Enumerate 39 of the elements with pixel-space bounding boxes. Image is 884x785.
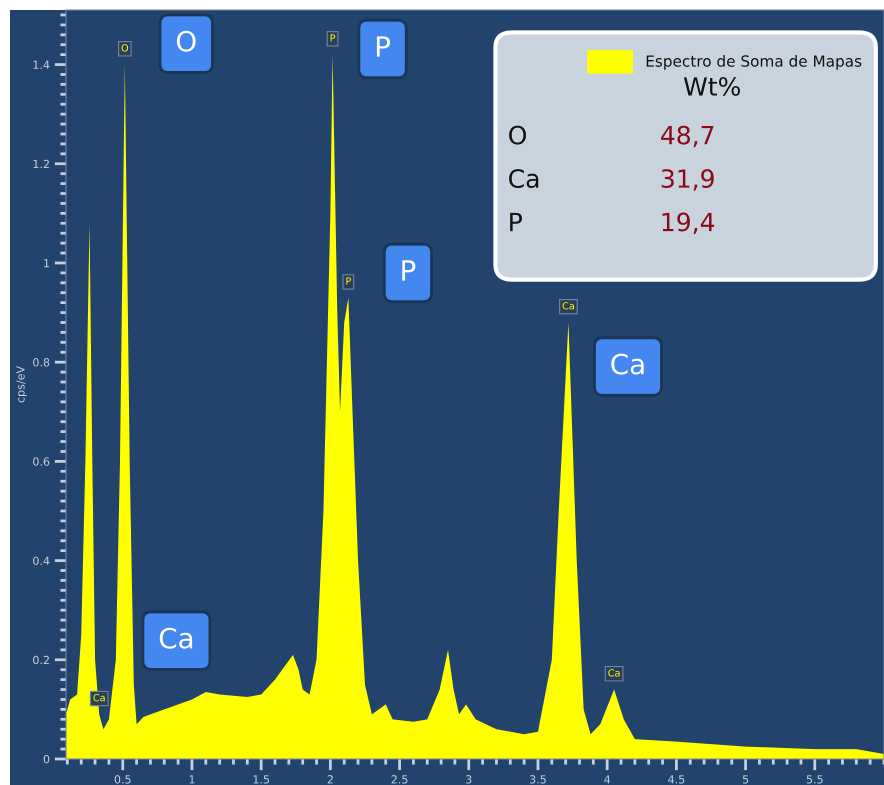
- x-tick-label: 2: [328, 775, 333, 784]
- x-tick-label: 3: [466, 775, 472, 784]
- x-tick-label: 3.5: [530, 775, 546, 784]
- annotation: P: [330, 34, 336, 42]
- x-tick-label: 2.5: [392, 775, 408, 784]
- annotation: O: [509, 126, 526, 145]
- annotation: Ca: [93, 694, 105, 702]
- y-tick-label: 1.2: [34, 160, 49, 168]
- annotation: P: [402, 260, 416, 281]
- x-tick-label: 1.5: [254, 775, 270, 784]
- x-tick-label: 0.5: [114, 775, 131, 784]
- annotation: 48,7: [661, 126, 714, 148]
- y-axis-title: cps/eV: [16, 366, 27, 402]
- annotation: P: [346, 277, 351, 285]
- y-tick-label: 0.6: [33, 457, 50, 466]
- annotation: O: [122, 44, 128, 52]
- y-tick-label: 0.8: [33, 358, 50, 367]
- annotation: 19,4: [662, 212, 714, 234]
- annotation: O: [176, 30, 196, 52]
- annotation: P: [510, 212, 522, 232]
- y-tick-label: 1.4: [34, 60, 50, 69]
- x-tick-label: 5: [742, 775, 748, 784]
- annotation: Ca: [608, 669, 620, 677]
- annotation: Ca: [562, 302, 574, 310]
- x-tick-label: 1: [190, 775, 194, 784]
- annotation: Ca: [509, 169, 538, 188]
- annotation: Ca: [611, 354, 644, 375]
- y-tick-label: 0.4: [33, 556, 50, 565]
- y-tick-label: 0: [44, 754, 50, 764]
- annotation: 31,9: [662, 169, 714, 191]
- x-tick-label: 5.5: [806, 775, 823, 784]
- x-tick-label: 4.5: [668, 775, 684, 784]
- annotation: Ca: [160, 628, 192, 649]
- y-tick-label: 0.2: [33, 656, 49, 664]
- y-tick-label: 1: [44, 259, 49, 268]
- annotation: Wt%: [684, 76, 740, 96]
- legend-label: Espectro de Soma de Mapas: [646, 55, 862, 70]
- x-tick-label: 4: [604, 775, 610, 784]
- annotation: P: [376, 36, 390, 57]
